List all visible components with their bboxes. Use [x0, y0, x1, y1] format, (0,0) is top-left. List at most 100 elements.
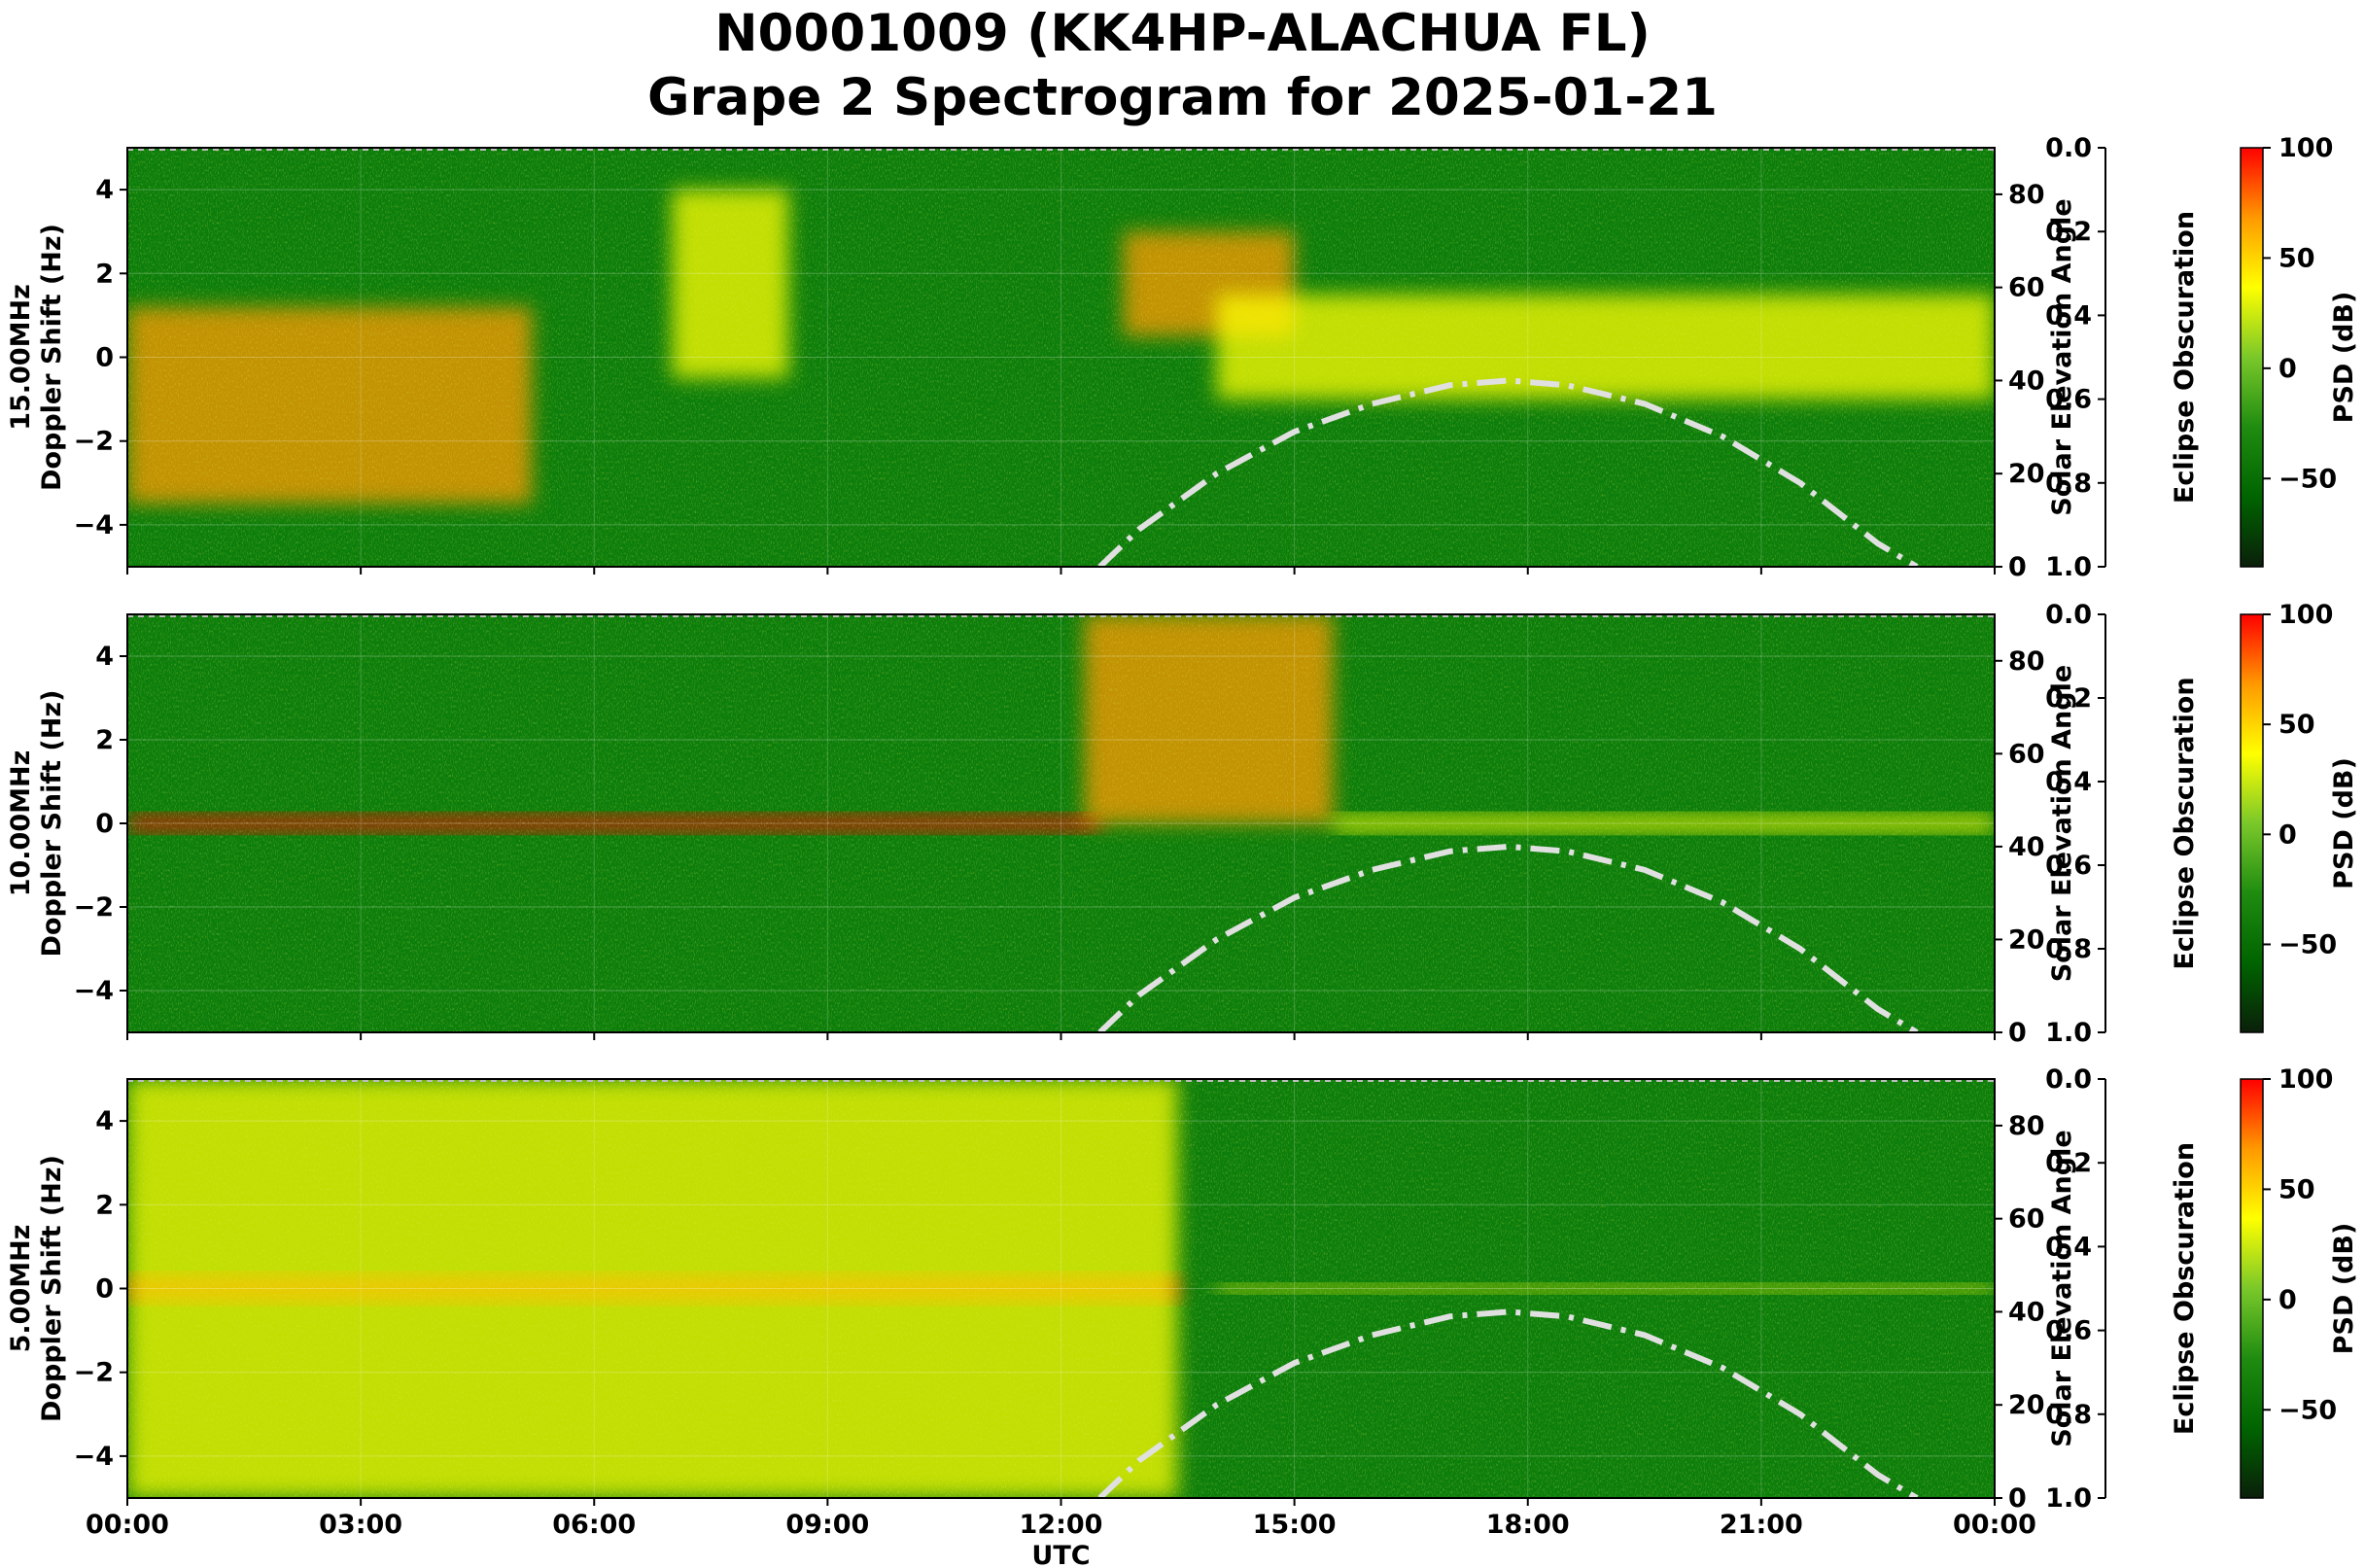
solar-elevation-curve [1097, 843, 1919, 1032]
obscuration-tick-label: 0.6 [2045, 1316, 2092, 1346]
obscuration-tick-label: 0.0 [2045, 600, 2092, 630]
elevation-tick-label: 40 [2008, 366, 2045, 396]
y-tick-label: 2 [95, 1190, 114, 1220]
y-axis-label: Doppler Shift (Hz) [37, 690, 67, 958]
heatmap-noise [127, 1079, 1995, 1498]
obscuration-tick-label: 0.2 [2045, 1148, 2092, 1178]
elevation-tick-label: 0 [2008, 1483, 2027, 1514]
heatmap-features [127, 614, 1995, 1032]
colorbar-tick-label: 50 [2278, 710, 2315, 740]
obscuration-tick-label: 0.4 [2045, 300, 2092, 331]
y-tick-label: 4 [95, 1106, 114, 1136]
colorbar-label: PSD (dB) [2329, 757, 2359, 889]
y-tick-label: 0 [95, 1274, 114, 1305]
y-axis-label-band: 15.00MHz [6, 284, 36, 431]
colorbar-tick-label: 0 [2278, 1285, 2297, 1315]
y-tick-label: −4 [74, 510, 114, 540]
elevation-tick-label: 60 [2008, 1204, 2045, 1235]
colorbar-tick-label: −50 [2278, 464, 2337, 494]
elevation-tick-label: 80 [2008, 646, 2045, 677]
obscuration-axis-label: Eclipse Obscuration [2170, 211, 2200, 504]
colorbar-tick-label: 100 [2278, 600, 2333, 630]
colorbar-label: PSD (dB) [2329, 1223, 2359, 1355]
y-axis-label-band: 10.00MHz [6, 750, 36, 897]
elevation-tick-label: 80 [2008, 180, 2045, 210]
elevation-tick-label: 0 [2008, 1018, 2027, 1048]
x-tick-label: 21:00 [1720, 1510, 1803, 1540]
heatmap-features [127, 1079, 1995, 1498]
colorbar-tick-label: 50 [2278, 1174, 2315, 1204]
colorbar-tick-label: 100 [2278, 133, 2333, 163]
obscuration-axis-label: Eclipse Obscuration [2170, 1142, 2200, 1435]
colorbar-tick-label: 0 [2278, 354, 2297, 384]
spectrogram-panel-10.00MHz: 420−2−410.00MHz Doppler Shift (Hz)8060402… [6, 600, 2359, 1048]
x-tick-label: 09:00 [785, 1510, 869, 1540]
colorbar [2240, 613, 2264, 1033]
x-tick-label: 00:00 [86, 1510, 169, 1540]
title-line-1: N0001009 (KK4HP-ALACHUA FL) [714, 4, 1651, 63]
solar-elevation-curve [1097, 377, 1919, 567]
obscuration-tick-label: 0.4 [2045, 767, 2092, 797]
x-tick-label: 03:00 [319, 1510, 402, 1540]
heatmap-features [127, 148, 1995, 567]
elevation-tick-label: 40 [2008, 832, 2045, 862]
y-tick-label: −4 [74, 976, 114, 1006]
obscuration-tick-label: 1.0 [2045, 1483, 2092, 1514]
colorbar-tick-label: −50 [2278, 1395, 2337, 1425]
elevation-tick-label: 60 [2008, 273, 2045, 303]
x-tick-label: 15:00 [1253, 1510, 1337, 1540]
heatmap-noise [127, 614, 1995, 1032]
obscuration-tick-label: 0.6 [2045, 851, 2092, 881]
elevation-axis-label: Solar Elevation Angle [2047, 198, 2077, 515]
obscuration-tick-label: 0.0 [2045, 1064, 2092, 1095]
x-tick-label: 00:00 [1953, 1510, 2036, 1540]
y-tick-label: −2 [74, 427, 114, 457]
obscuration-tick-label: 0.4 [2045, 1232, 2092, 1262]
elevation-tick-label: 20 [2008, 1390, 2045, 1420]
y-axis-label-band: 5.00MHz [6, 1225, 36, 1353]
obscuration-tick-label: 0.2 [2045, 683, 2092, 714]
colorbar-label: PSD (dB) [2329, 292, 2359, 424]
figure-title: N0001009 (KK4HP-ALACHUA FL) Grape 2 Spec… [0, 2, 2365, 130]
obscuration-axis-label: Eclipse Obscuration [2170, 677, 2200, 969]
heatmap-noise [127, 148, 1995, 567]
y-tick-label: −4 [74, 1442, 114, 1472]
colorbar [2240, 1078, 2264, 1499]
x-tick-label: 06:00 [552, 1510, 636, 1540]
elevation-tick-label: 0 [2008, 552, 2027, 582]
elevation-axis-label: Solar Elevation Angle [2047, 665, 2077, 982]
obscuration-tick-label: 0.8 [2045, 934, 2092, 964]
elevation-tick-label: 80 [2008, 1111, 2045, 1141]
colorbar-tick-label: −50 [2278, 929, 2337, 959]
x-axis-label: UTC [1031, 1541, 1090, 1568]
spectrogram-panel-15.00MHz: 420−2−415.00MHz Doppler Shift (Hz)8060402… [6, 133, 2359, 582]
colorbar [2240, 147, 2264, 568]
solar-elevation-curve [1097, 1308, 1919, 1498]
obscuration-tick-label: 0.8 [2045, 1400, 2092, 1430]
obscuration-tick-label: 0.0 [2045, 133, 2092, 163]
colorbar-tick-label: 100 [2278, 1064, 2333, 1095]
y-tick-label: 0 [95, 343, 114, 373]
elevation-axis-label: Solar Elevation Angle [2047, 1130, 2077, 1446]
y-tick-label: 2 [95, 725, 114, 755]
elevation-tick-label: 60 [2008, 739, 2045, 769]
colorbar-tick-label: 0 [2278, 819, 2297, 850]
spectrogram-panel-5.00MHz: 420−2−45.00MHz Doppler Shift (Hz)80604020… [6, 1064, 2359, 1514]
y-tick-label: 0 [95, 809, 114, 839]
elevation-tick-label: 20 [2008, 924, 2045, 955]
colorbar-tick-label: 50 [2278, 243, 2315, 273]
obscuration-tick-label: 0.2 [2045, 217, 2092, 247]
x-tick-label: 18:00 [1486, 1510, 1570, 1540]
elevation-tick-label: 20 [2008, 459, 2045, 489]
y-axis-label: Doppler Shift (Hz) [37, 224, 67, 491]
obscuration-tick-label: 0.8 [2045, 469, 2092, 499]
obscuration-tick-label: 1.0 [2045, 552, 2092, 582]
elevation-tick-label: 40 [2008, 1297, 2045, 1327]
title-line-2: Grape 2 Spectrogram for 2025-01-21 [646, 68, 1719, 127]
y-tick-label: 2 [95, 259, 114, 289]
y-tick-label: −2 [74, 892, 114, 923]
y-axis-label: Doppler Shift (Hz) [37, 1155, 67, 1422]
obscuration-tick-label: 1.0 [2045, 1018, 2092, 1048]
obscuration-tick-label: 0.6 [2045, 385, 2092, 415]
